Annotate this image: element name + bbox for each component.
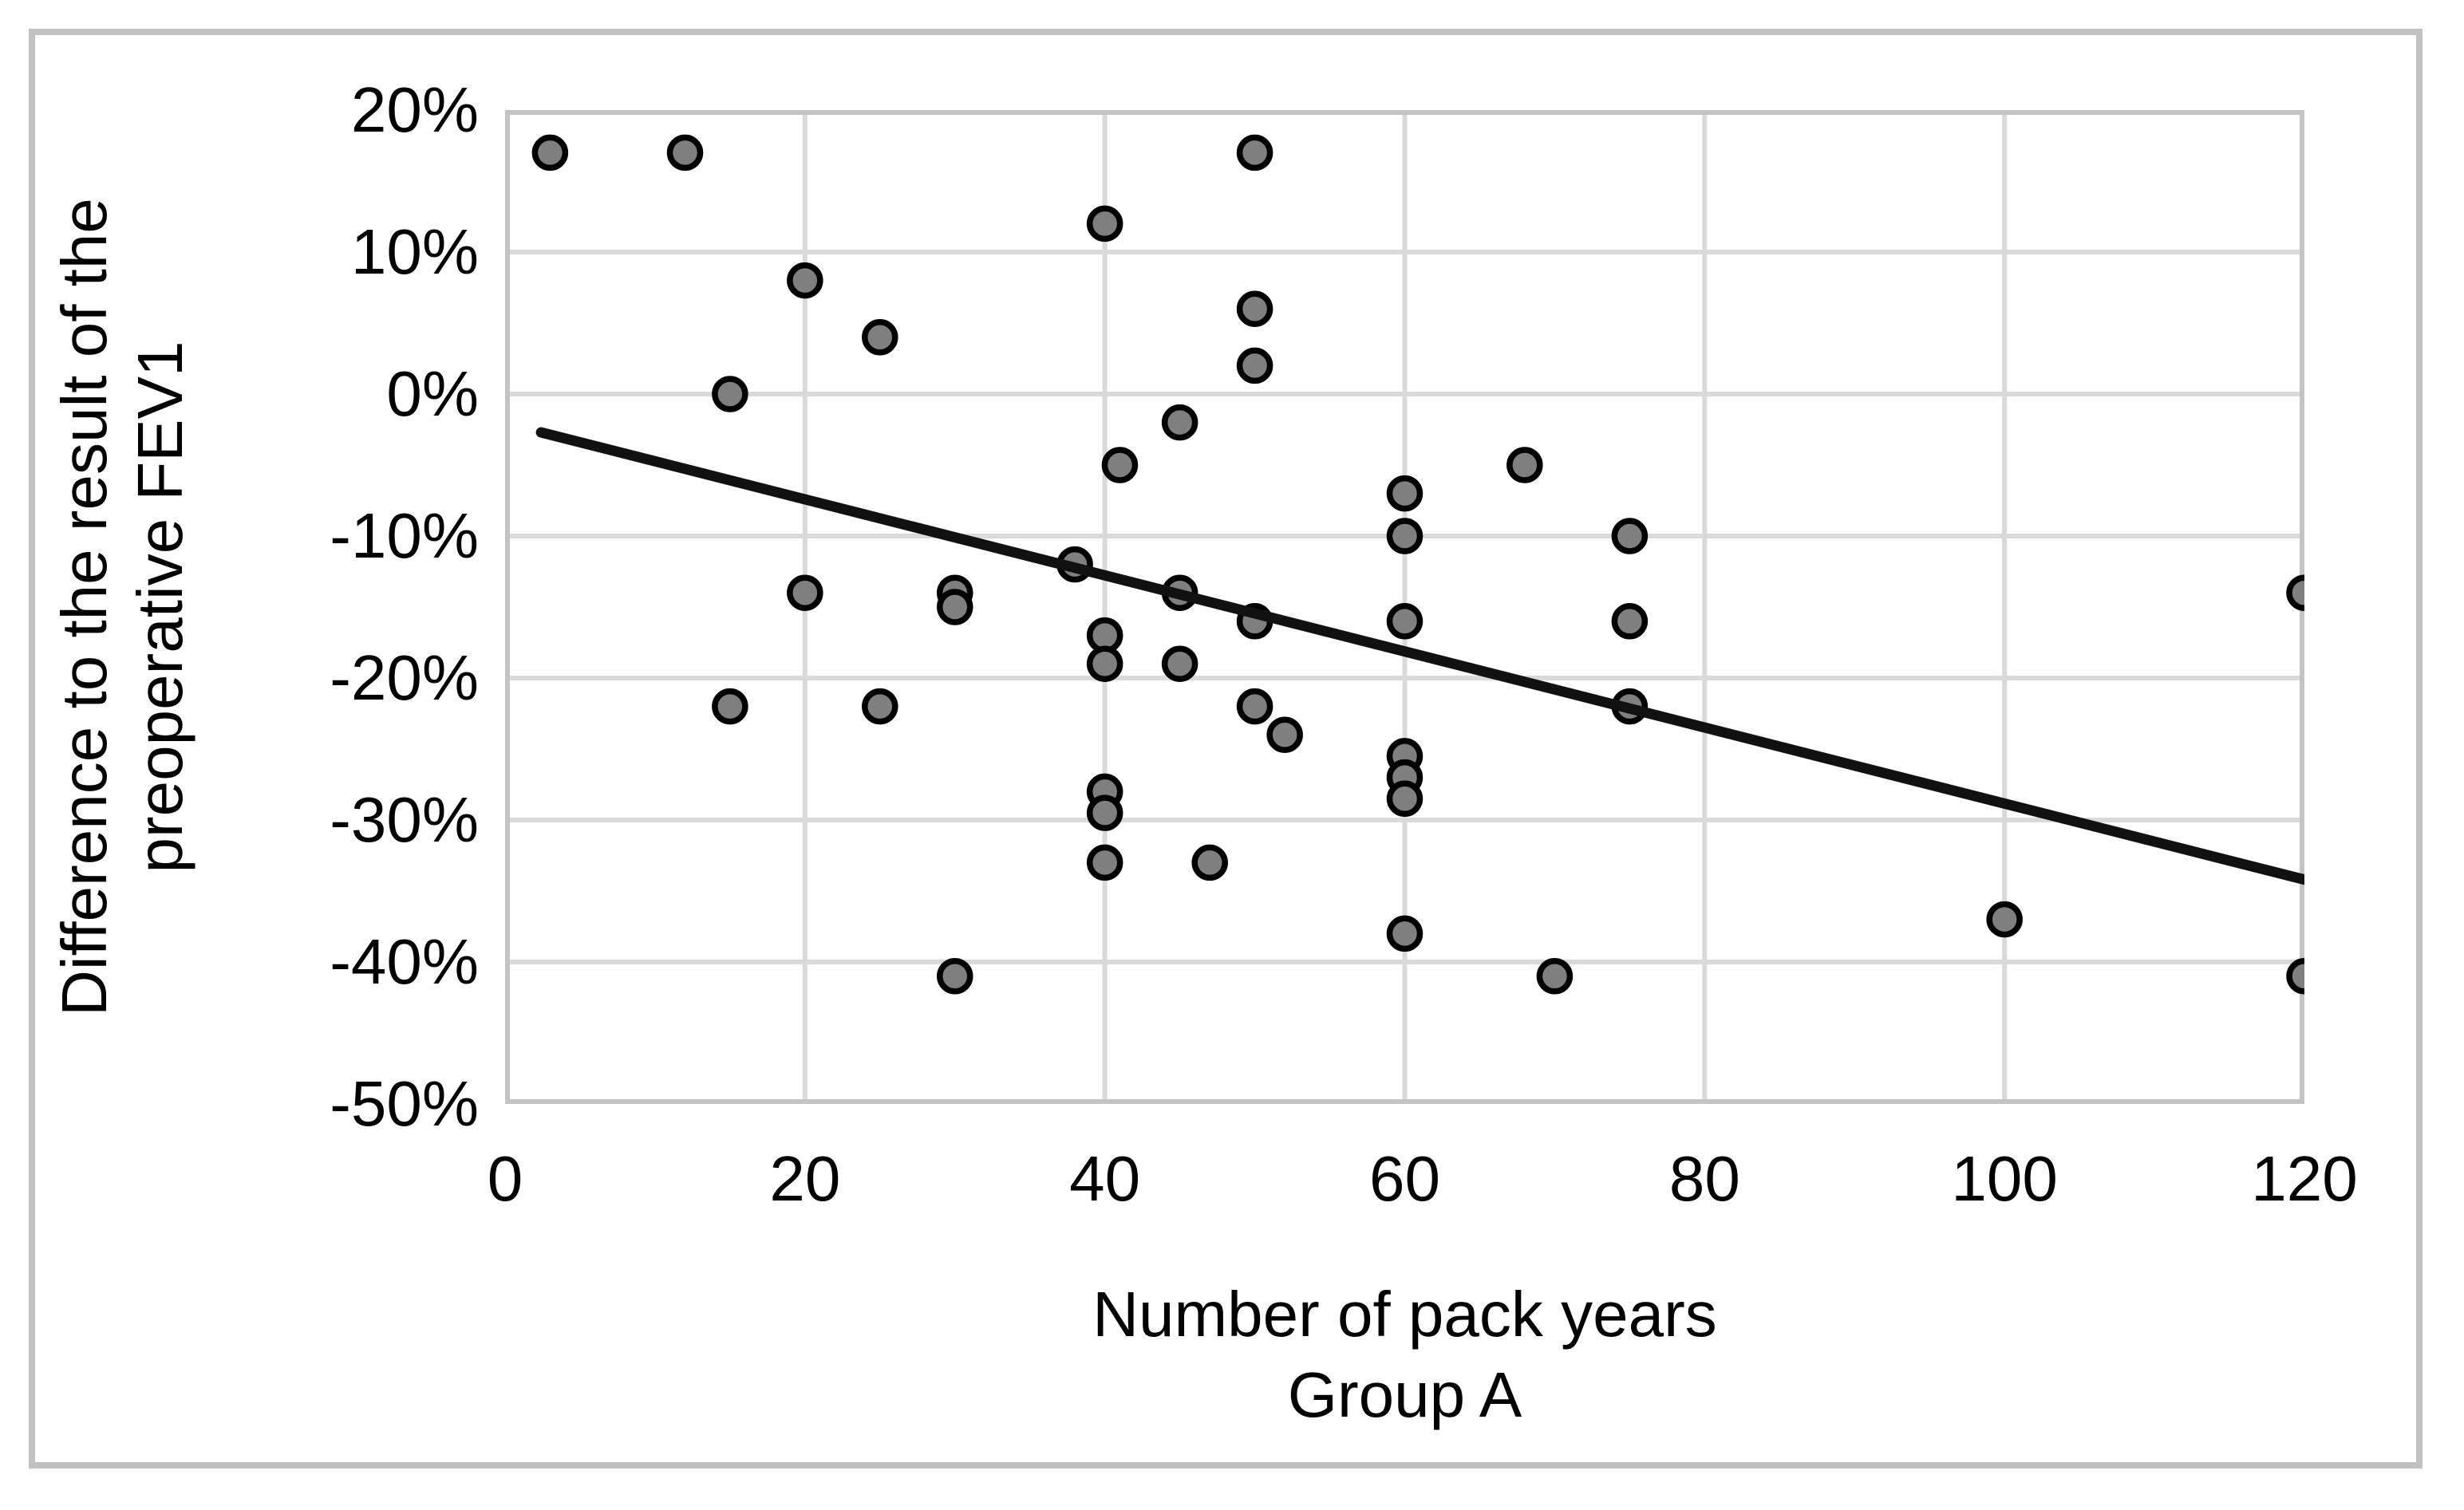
data-point: [1236, 688, 1273, 725]
x-tick-label: 20: [769, 1143, 841, 1214]
data-point: [1191, 844, 1228, 881]
data-point: [1611, 518, 1649, 554]
data-point: [1161, 404, 1198, 441]
x-axis-title-line2: Group A: [1287, 1359, 1522, 1430]
data-point: [1506, 447, 1543, 483]
x-tick-label: 120: [2251, 1143, 2358, 1214]
y-tick-label: -50%: [330, 1068, 479, 1139]
y-tick-label: -20%: [330, 642, 479, 713]
x-tick-label: 40: [1069, 1143, 1141, 1214]
x-tick-label: 60: [1369, 1143, 1440, 1214]
trendline: [535, 427, 2304, 885]
data-point: [1386, 475, 1424, 512]
data-point: [1086, 844, 1123, 881]
data-point: [1611, 603, 1649, 640]
data-point: [1386, 780, 1424, 818]
x-tick-label: 0: [487, 1143, 523, 1214]
data-point: [937, 958, 973, 995]
x-tick-label: 100: [1951, 1143, 2058, 1214]
data-point: [1101, 447, 1139, 483]
y-tick-label: -40%: [330, 926, 479, 997]
data-point: [712, 688, 748, 725]
y-tick-label: 10%: [350, 216, 479, 287]
y-tick-label: -30%: [330, 784, 479, 855]
x-axis-title-line1: Number of pack years: [1092, 1279, 1717, 1350]
data-point: [2286, 574, 2304, 611]
x-axis-title: Number of pack years Group A: [824, 1274, 1985, 1435]
data-point: [531, 134, 569, 172]
data-point: [787, 262, 823, 299]
y-tick-label: -10%: [330, 500, 479, 571]
data-point: [1386, 603, 1424, 640]
data-point: [1266, 716, 1303, 753]
data-point: [1086, 205, 1123, 242]
data-point: [1386, 518, 1424, 554]
data-point: [1536, 958, 1574, 995]
data-point: [1086, 794, 1123, 831]
data-point: [1161, 645, 1198, 682]
data-point: [1386, 915, 1424, 952]
plot-area: [505, 110, 2304, 1104]
y-tick-label: 20%: [350, 74, 479, 145]
figure-border: [29, 29, 2423, 1469]
data-point: [2286, 958, 2304, 995]
data-point: [1236, 347, 1273, 384]
x-tick-label: 80: [1668, 1143, 1740, 1214]
data-point: [1236, 290, 1273, 327]
data-point: [1986, 901, 2023, 938]
data-point: [937, 589, 973, 625]
data-point: [1236, 134, 1273, 172]
data-point: [712, 376, 748, 412]
data-point: [787, 574, 823, 611]
y-tick-label: 0%: [386, 358, 479, 429]
scatter-plot-canvas: [505, 110, 2304, 1104]
data-point: [666, 134, 704, 172]
data-point: [862, 319, 898, 356]
data-point: [862, 688, 898, 725]
data-point: [1086, 645, 1123, 682]
